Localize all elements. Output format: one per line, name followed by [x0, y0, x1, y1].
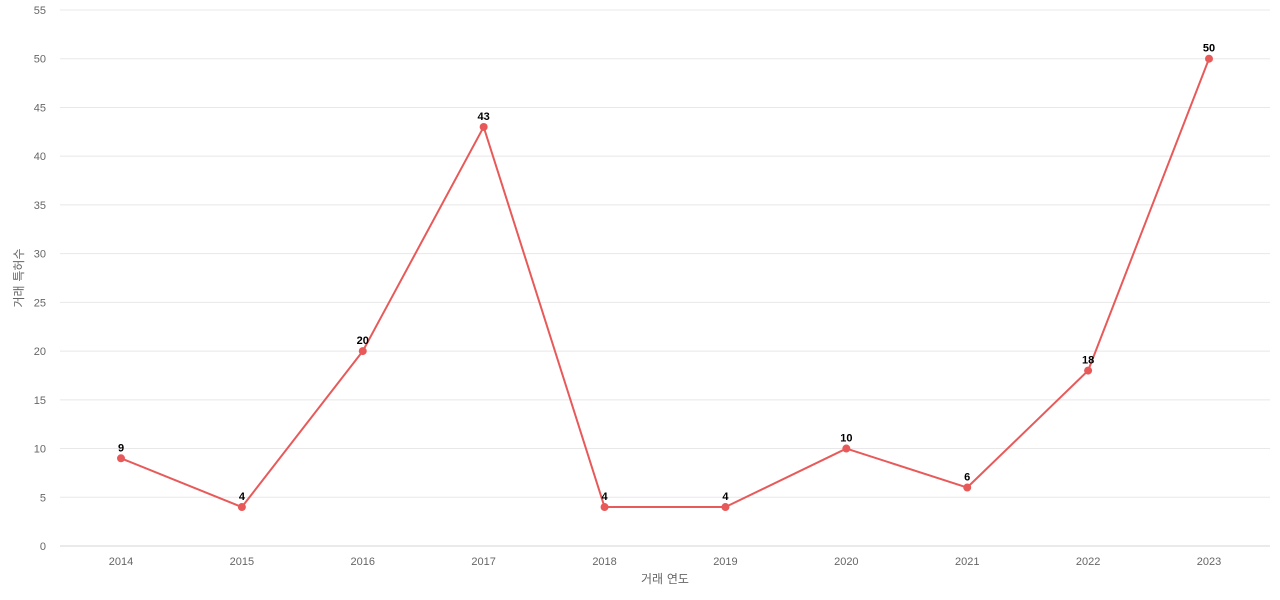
y-tick-label: 55 — [34, 5, 46, 17]
data-label: 6 — [964, 472, 970, 484]
y-axis-title: 거래 특허수 — [12, 248, 26, 307]
y-tick-label: 5 — [40, 492, 46, 504]
data-point — [479, 122, 488, 131]
series-line — [120, 58, 1210, 509]
data-point — [963, 483, 972, 492]
x-tick-label: 2019 — [713, 556, 737, 568]
y-tick-label: 50 — [34, 54, 46, 66]
data-labels: 9 4 20 43 4 4 10 6 18 50 — [118, 43, 1215, 503]
data-label: 50 — [1203, 43, 1215, 55]
data-label: 20 — [357, 335, 369, 347]
data-label: 4 — [239, 491, 246, 503]
data-point — [600, 503, 609, 512]
x-tick-label: 2014 — [109, 556, 133, 568]
y-tick-label: 45 — [34, 102, 46, 114]
y-tick-label: 25 — [34, 297, 46, 309]
x-tick-label: 2022 — [1076, 556, 1100, 568]
y-tick-label: 10 — [34, 444, 46, 456]
x-tick-label: 2015 — [230, 556, 254, 568]
gridlines — [60, 9, 1270, 547]
x-tick-label: 2023 — [1197, 556, 1221, 568]
data-label: 43 — [478, 111, 490, 123]
data-label: 4 — [722, 491, 729, 503]
y-axis-ticks: 0 5 10 15 20 25 30 35 40 45 50 55 — [34, 5, 46, 553]
x-tick-label: 2016 — [351, 556, 375, 568]
y-tick-label: 30 — [34, 249, 46, 261]
data-point — [1205, 54, 1213, 63]
data-point — [1084, 366, 1093, 375]
y-tick-label: 35 — [34, 200, 46, 212]
series-layer — [117, 54, 1213, 512]
x-tick-label: 2017 — [471, 556, 495, 568]
x-tick-label: 2021 — [955, 556, 979, 568]
x-axis-title: 거래 연도 — [641, 572, 689, 586]
data-point — [721, 503, 730, 512]
x-tick-label: 2018 — [592, 556, 616, 568]
y-tick-label: 40 — [34, 151, 46, 163]
data-point — [237, 503, 246, 512]
y-tick-label: 0 — [40, 541, 46, 553]
data-label: 18 — [1082, 355, 1094, 367]
data-label: 9 — [118, 442, 124, 454]
data-label: 10 — [840, 433, 852, 445]
x-tick-label: 2020 — [834, 556, 858, 568]
data-point — [842, 444, 851, 453]
y-tick-label: 15 — [34, 395, 46, 407]
data-label: 4 — [601, 491, 608, 503]
data-point — [358, 347, 367, 356]
data-point — [117, 454, 125, 463]
y-tick-label: 20 — [34, 346, 46, 358]
x-axis-ticks: 2014 2015 2016 2017 2018 2019 2020 2021 2022 2023 — [109, 556, 1221, 568]
